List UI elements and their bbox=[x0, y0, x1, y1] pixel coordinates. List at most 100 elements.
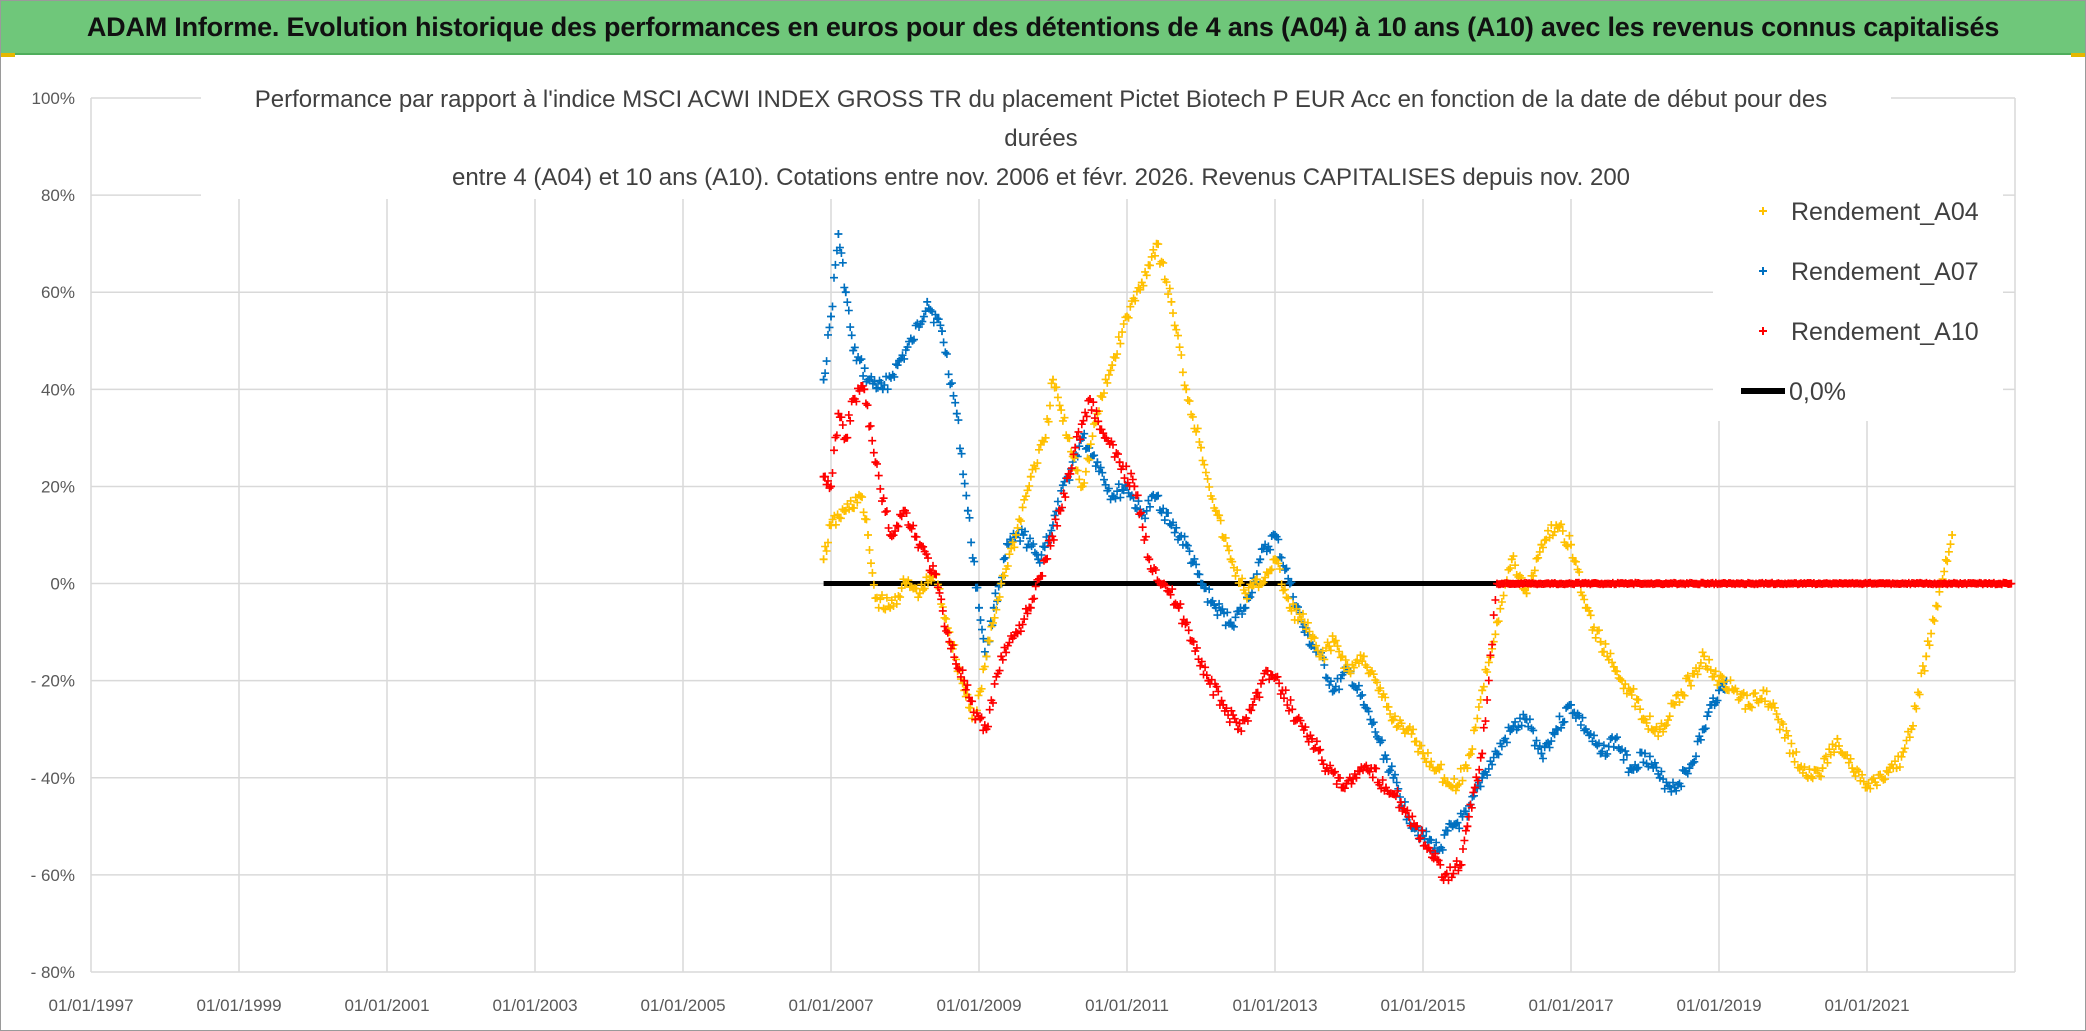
data-point-a07 bbox=[1641, 749, 1649, 758]
data-point-cluster-a10 bbox=[1132, 491, 1152, 562]
data-point-cluster-a04 bbox=[1583, 603, 1603, 642]
data-point-cluster-a10 bbox=[1753, 578, 1796, 589]
legend-swatch-a10 bbox=[1759, 327, 1767, 335]
data-point-cluster-a04 bbox=[1028, 436, 1048, 474]
data-point-cluster-a04 bbox=[1361, 661, 1381, 687]
data-point-a10 bbox=[1115, 458, 1124, 467]
data-point-a04 bbox=[1123, 312, 1131, 321]
data-point-cluster-a10 bbox=[1413, 822, 1433, 853]
data-point-cluster-a04 bbox=[1013, 482, 1034, 532]
data-point-cluster-a04 bbox=[1331, 636, 1352, 673]
axis-tick-labels: 100% 80% 60% 40% 20% 0% - 20% - 40% - 60% - 80% 01… bbox=[31, 89, 1910, 1015]
data-point-a04 bbox=[1493, 618, 1501, 627]
data-point-cluster-a07 bbox=[1376, 736, 1396, 777]
data-point-cluster-a10 bbox=[1864, 578, 1907, 589]
data-point-a04 bbox=[1567, 540, 1575, 549]
data-point-cluster-a04 bbox=[902, 576, 923, 602]
data-point-cluster-a10 bbox=[1479, 596, 1500, 732]
y-tick-label: 0% bbox=[50, 575, 75, 594]
data-point-cluster-a10 bbox=[1716, 578, 1759, 589]
data-point-cluster-a10 bbox=[1428, 849, 1448, 884]
data-point-cluster-a10 bbox=[1642, 578, 1685, 589]
y-tick-label: - 20% bbox=[31, 672, 75, 691]
data-point-cluster-a10 bbox=[1354, 761, 1374, 776]
data-point-cluster-a07 bbox=[1568, 708, 1589, 735]
data-point-cluster-a04 bbox=[1909, 662, 1929, 730]
data-point-cluster-a04 bbox=[1938, 540, 1955, 583]
data-point-a10 bbox=[1441, 870, 1450, 879]
data-point-a10 bbox=[1145, 555, 1154, 564]
chart-title-line-3: entre 4 (A04) et 10 ans (A10). Cotations… bbox=[452, 164, 1630, 191]
data-point-a07 bbox=[827, 312, 835, 321]
data-point-cluster-a04 bbox=[887, 575, 908, 610]
data-point-cluster-a04 bbox=[1124, 283, 1145, 322]
data-point-cluster-a10 bbox=[1117, 462, 1137, 490]
series-a10 bbox=[819, 381, 2016, 885]
data-point-a07 bbox=[893, 361, 902, 370]
data-point-a04 bbox=[1012, 531, 1020, 539]
data-point-cluster-a07 bbox=[1613, 733, 1633, 777]
data-point-cluster-a10 bbox=[1938, 578, 1981, 589]
data-point-a10 bbox=[1189, 637, 1198, 646]
data-point-a07 bbox=[952, 409, 961, 418]
data-point-a10 bbox=[827, 482, 835, 491]
data-point-a04 bbox=[1948, 531, 1957, 539]
data-point-a04 bbox=[1330, 637, 1339, 646]
y-tick-label: - 80% bbox=[31, 963, 75, 982]
page-title: ADAM Informe. Evolution historique des p… bbox=[86, 11, 2000, 42]
data-point-cluster-a10 bbox=[1028, 556, 1048, 604]
data-point-cluster-a10 bbox=[917, 542, 937, 577]
data-point-a07 bbox=[1034, 555, 1043, 564]
data-point-a10 bbox=[1463, 822, 1472, 831]
chart-title-line-2: durées bbox=[1004, 125, 1077, 152]
data-point-cluster-a07 bbox=[1420, 827, 1441, 857]
data-point-cluster-a04 bbox=[1820, 740, 1840, 767]
y-tick-label: - 40% bbox=[31, 769, 75, 788]
data-point-a04 bbox=[1463, 764, 1472, 773]
data-point-cluster-a10 bbox=[1827, 578, 1870, 589]
data-point-cluster-a04 bbox=[1731, 684, 1751, 713]
data-point-cluster-a10 bbox=[1324, 761, 1344, 788]
banner-accent-right bbox=[2071, 53, 2085, 57]
data-point-cluster-a07 bbox=[976, 616, 989, 656]
data-point-a04 bbox=[1167, 297, 1176, 306]
chart-title-background bbox=[201, 77, 1891, 199]
x-tick-label: 01/01/1999 bbox=[196, 996, 281, 1015]
data-point-cluster-a04 bbox=[1391, 712, 1411, 738]
legend-label-a04: Rendement_A04 bbox=[1791, 198, 1979, 226]
data-point-cluster-a04 bbox=[1317, 632, 1337, 664]
data-point-cluster-a07 bbox=[1109, 480, 1130, 503]
y-tick-label: 100% bbox=[32, 89, 75, 108]
data-point-a04 bbox=[1522, 589, 1531, 598]
data-point-cluster-a04 bbox=[1139, 245, 1159, 290]
data-point-a10 bbox=[1248, 700, 1257, 709]
data-point-cluster-a10 bbox=[1235, 705, 1256, 736]
data-point-a07 bbox=[819, 375, 828, 384]
data-point-a10 bbox=[1130, 482, 1139, 491]
data-point-a04 bbox=[1478, 686, 1487, 695]
data-point-a07 bbox=[963, 506, 972, 515]
data-point-cluster-a10 bbox=[1280, 686, 1300, 725]
series-a07 bbox=[819, 230, 1731, 857]
data-point-a04 bbox=[1271, 555, 1279, 564]
data-point-cluster-a10 bbox=[902, 509, 923, 552]
data-point-cluster-a10 bbox=[1102, 434, 1122, 461]
data-point-cluster-a07 bbox=[1642, 752, 1663, 778]
data-point-a07 bbox=[1537, 749, 1546, 758]
data-point-cluster-a04 bbox=[1080, 418, 1100, 487]
data-point-a07 bbox=[1493, 749, 1501, 758]
data-point-a04 bbox=[856, 492, 865, 501]
data-point-cluster-a04 bbox=[1243, 575, 1263, 603]
data-point-cluster-a10 bbox=[873, 459, 893, 532]
legend-swatch-a04 bbox=[1759, 207, 1767, 215]
x-tick-label: 01/01/2015 bbox=[1380, 996, 1465, 1015]
data-point-cluster-a04 bbox=[1169, 309, 1189, 390]
data-point-cluster-a07 bbox=[1154, 491, 1174, 528]
data-point-cluster-a04 bbox=[1539, 521, 1559, 552]
data-point-cluster-a10 bbox=[1975, 578, 2014, 589]
data-point-cluster-a04 bbox=[1465, 695, 1485, 760]
x-tick-label: 01/01/2021 bbox=[1824, 996, 1909, 1015]
data-point-cluster-a10 bbox=[1790, 579, 1833, 589]
x-tick-label: 01/01/2011 bbox=[1085, 996, 1169, 1015]
